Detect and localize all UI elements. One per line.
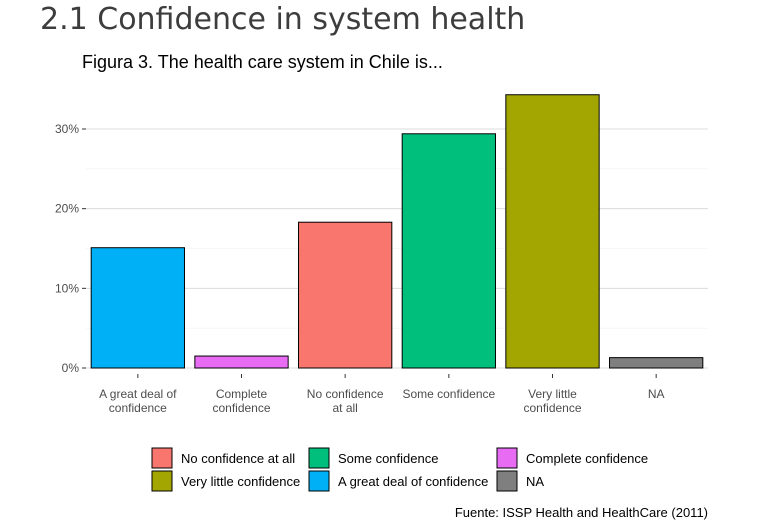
bar: [401, 133, 496, 369]
y-axis: 0% 10% 20% 30%: [55, 122, 86, 375]
legend-label: Some confidence: [338, 451, 438, 466]
source-caption: Fuente: ISSP Health and HealthCare (2011…: [454, 505, 708, 520]
x-tick-label: A great deal of confidence: [99, 387, 177, 415]
legend-swatch: [151, 447, 173, 469]
y-tick-label: 10%: [55, 281, 79, 295]
x-tick-label: Some confidence: [402, 387, 495, 401]
chart-title: Figura 3. The health care system in Chil…: [82, 52, 443, 72]
x-tick-label: Very little confidence: [523, 387, 581, 415]
x-tick-label: No confidence at all: [307, 387, 384, 415]
legend-label: Complete confidence: [526, 451, 648, 466]
gridlines: [86, 128, 708, 369]
legend-label: No confidence at all: [181, 451, 295, 466]
legend: No confidence at all Some confidence Compl…: [151, 447, 648, 492]
legend-swatch: [496, 447, 518, 469]
x-tick-label: Complete confidence: [212, 387, 270, 415]
legend-label: A great deal of confidence: [338, 474, 488, 489]
bar: [194, 355, 289, 369]
bar: [609, 357, 704, 369]
y-tick-label: 30%: [55, 122, 79, 136]
slide-title: 2.1 Confidence in system health: [40, 2, 526, 37]
legend-label: Very little confidence: [181, 474, 300, 489]
bar: [90, 247, 185, 369]
y-tick-label: 0%: [62, 361, 80, 375]
y-tick-label: 20%: [55, 202, 79, 216]
x-axis: A great deal of confidence Complete confide…: [99, 374, 665, 415]
bars: [90, 94, 704, 369]
legend-swatch: [308, 470, 330, 492]
legend-swatch: [496, 470, 518, 492]
legend-swatch: [308, 447, 330, 469]
legend-swatch: [151, 470, 173, 492]
x-tick-label: NA: [648, 387, 665, 401]
legend-label: NA: [526, 474, 544, 489]
bar: [505, 94, 600, 369]
bar: [298, 221, 393, 369]
